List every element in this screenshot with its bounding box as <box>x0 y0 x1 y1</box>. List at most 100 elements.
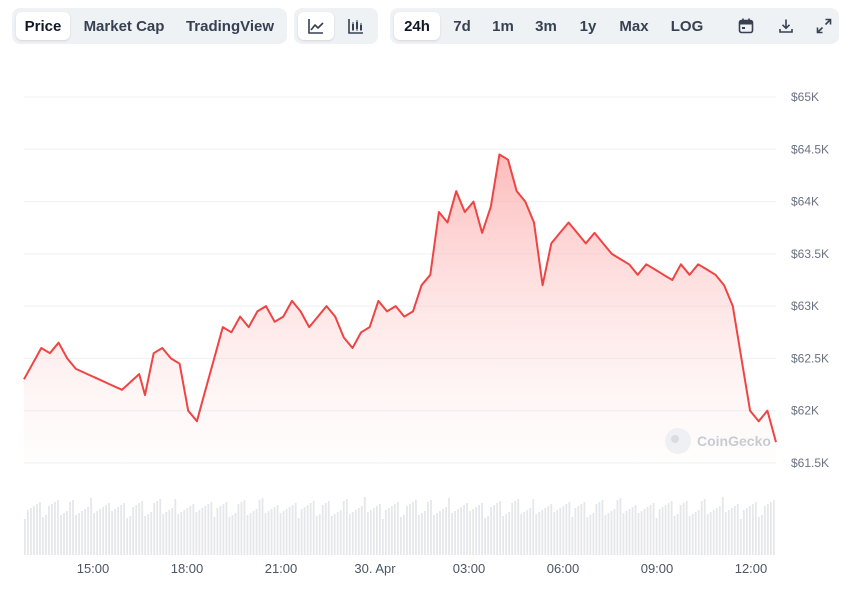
candlestick-chart-button[interactable] <box>338 12 374 40</box>
price-chart[interactable]: $65K $64.5K $64K $63.5K $63K $62.5K $62K $61.5K… <box>0 50 850 596</box>
x-tick-label: 09:00 <box>641 561 674 576</box>
volume-bar <box>192 504 195 555</box>
volume-bar <box>685 501 688 555</box>
volume-bar <box>541 510 544 555</box>
price-point <box>395 305 397 307</box>
log-scale-toggle[interactable]: LOG <box>670 17 704 35</box>
volume-bar <box>288 507 291 555</box>
range-3m[interactable]: 3m <box>535 17 557 35</box>
price-point <box>308 326 310 328</box>
volume-bar <box>75 515 77 555</box>
tab-tradingview[interactable]: TradingView <box>185 17 275 35</box>
volume-bar <box>661 507 664 555</box>
volume-bar <box>96 511 98 555</box>
price-point <box>611 253 613 255</box>
volume-bar <box>433 515 435 555</box>
price-point <box>447 222 449 224</box>
price-point <box>516 190 518 192</box>
volume-bar <box>396 502 399 555</box>
volume-bar <box>339 510 342 555</box>
tab-price[interactable]: Price <box>16 12 70 40</box>
volume-bar <box>508 512 511 555</box>
x-tick-label: 21:00 <box>265 561 298 576</box>
volume-bar <box>718 506 721 555</box>
volume-bar <box>36 504 38 555</box>
volume-bar <box>670 501 673 555</box>
volume-bar <box>93 513 95 555</box>
volume-bar <box>324 503 327 555</box>
price-point <box>205 389 207 391</box>
price-point <box>179 363 181 365</box>
range-24h[interactable]: 24h <box>394 12 440 40</box>
range-7d[interactable]: 7d <box>453 17 471 35</box>
range-1y[interactable]: 1y <box>579 17 597 35</box>
price-point <box>455 190 457 192</box>
volume-bar <box>225 502 228 555</box>
volume-bar <box>237 504 240 555</box>
volume-bar <box>162 514 165 555</box>
time-range-group: 24h 7d 1m 3m 1y Max LOG <box>390 8 839 44</box>
volume-bar <box>363 497 366 555</box>
download-button[interactable] <box>770 12 802 40</box>
volume-bar <box>547 506 550 555</box>
volume-bar <box>409 504 411 555</box>
price-point <box>559 232 561 234</box>
calendar-icon <box>738 18 754 34</box>
price-point <box>265 305 267 307</box>
volume-bar <box>505 514 508 555</box>
volume-bar <box>445 507 447 555</box>
volume-bar <box>574 508 577 555</box>
price-point <box>775 441 777 443</box>
volume-bar <box>138 503 141 555</box>
volume-bar <box>60 515 62 555</box>
volume-bar <box>649 505 652 555</box>
volume-bar <box>99 509 101 555</box>
price-point <box>282 316 284 318</box>
volume-bar <box>69 502 71 555</box>
price-point <box>291 300 293 302</box>
price-line[interactable] <box>23 153 777 443</box>
price-point <box>490 206 492 208</box>
volume-bar <box>24 519 26 555</box>
price-point <box>498 154 500 156</box>
volume-bar <box>583 502 586 555</box>
tab-market-cap[interactable]: Market Cap <box>83 17 165 35</box>
volume-bar <box>673 516 676 555</box>
volume-bar <box>754 502 757 555</box>
price-point <box>602 242 604 244</box>
x-tick-label: 06:00 <box>547 561 580 576</box>
volume-bar <box>529 508 532 555</box>
price-point <box>628 263 630 265</box>
price-point <box>403 316 405 318</box>
volume-bar <box>694 512 697 555</box>
volume-bar <box>499 501 502 555</box>
volume-bar <box>712 510 715 555</box>
volume-bar <box>270 509 273 555</box>
volume-bar <box>198 510 201 555</box>
calendar-button[interactable] <box>730 12 762 40</box>
range-max[interactable]: Max <box>619 17 649 35</box>
volume-bar <box>484 518 487 555</box>
price-point <box>464 211 466 213</box>
volume-bar <box>189 506 192 555</box>
price-chart-svg[interactable]: $65K $64.5K $64K $63.5K $63K $62.5K $62K $61.5K… <box>0 50 850 596</box>
volume-bar <box>141 501 144 555</box>
price-point <box>256 310 258 312</box>
price-point <box>40 347 42 349</box>
volume-bar <box>207 504 210 555</box>
range-1m[interactable]: 1m <box>492 17 514 35</box>
line-chart-button[interactable] <box>298 12 334 40</box>
price-point <box>66 357 68 359</box>
price-point <box>75 368 77 370</box>
volume-bar <box>366 512 369 555</box>
volume-bar <box>490 507 493 555</box>
volume-bar <box>228 517 231 555</box>
volume-bar <box>330 516 333 555</box>
volume-bar <box>300 509 303 555</box>
volume-bar <box>550 504 553 555</box>
volume-bar <box>526 510 529 555</box>
fullscreen-button[interactable] <box>810 12 838 40</box>
volume-bar <box>715 508 718 555</box>
volume-bar <box>766 504 769 555</box>
y-tick-label: $65K <box>791 90 819 104</box>
